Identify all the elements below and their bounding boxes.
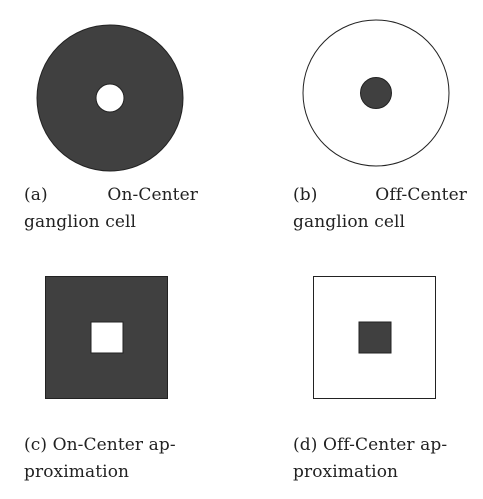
caption-d: (d) Off-Center ap- proximation [293, 432, 467, 486]
on-center-square-diagram [45, 276, 168, 399]
on-center-center [95, 83, 125, 113]
caption-b-line2: ganglion cell [293, 212, 406, 232]
caption-a: (a) On-Center ganglion cell [24, 182, 198, 236]
on-center-circle-diagram [36, 24, 184, 172]
caption-c-line2: proximation [24, 462, 130, 482]
on-center-approx-center [90, 321, 124, 354]
caption-b-title: Off-Center [375, 185, 467, 205]
off-center-square-diagram [313, 276, 436, 399]
off-center-approx-center [358, 321, 392, 354]
off-center-center [360, 77, 392, 109]
caption-b-line1: (b) Off-Center [293, 182, 467, 209]
caption-c-line1: (c) On-Center ap- [24, 435, 176, 455]
caption-a-title: On-Center [107, 185, 198, 205]
caption-a-label: (a) [24, 185, 48, 205]
on-center-approx-surround [45, 276, 168, 399]
caption-c: (c) On-Center ap- proximation [24, 432, 198, 486]
off-center-circle-diagram [302, 19, 450, 167]
caption-b: (b) Off-Center ganglion cell [293, 182, 467, 236]
caption-a-line2: ganglion cell [24, 212, 137, 232]
caption-d-line2: proximation [293, 462, 399, 482]
caption-a-line1: (a) On-Center [24, 182, 198, 209]
caption-b-label: (b) [293, 185, 318, 205]
caption-d-line1: (d) Off-Center ap- [293, 435, 448, 455]
